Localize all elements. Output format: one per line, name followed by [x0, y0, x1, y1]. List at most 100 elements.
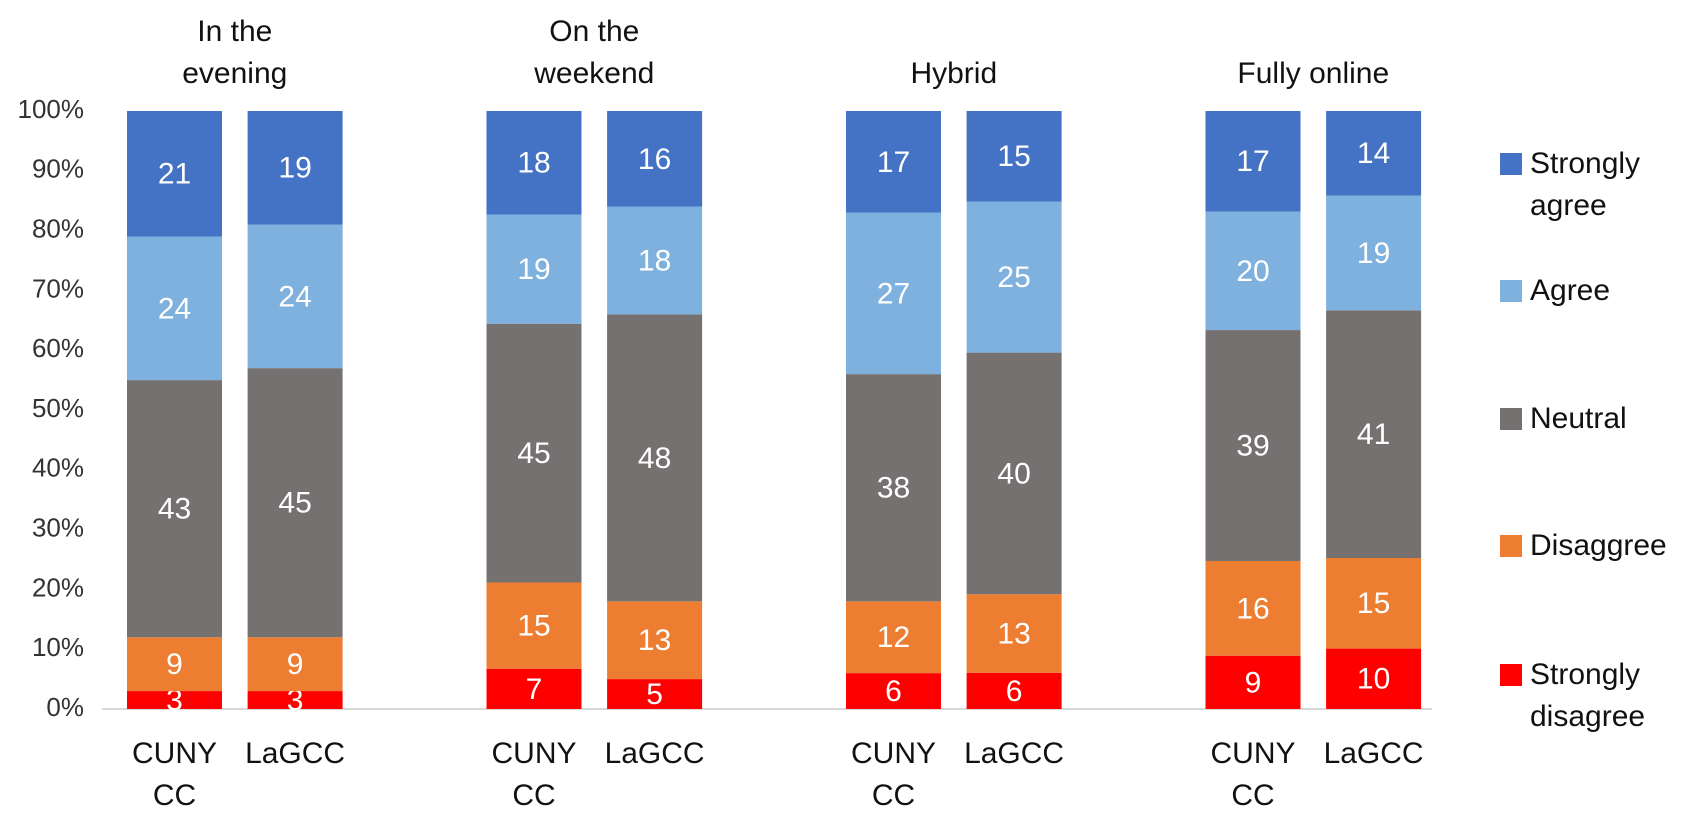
- x-tick-label: CUNY CC: [491, 737, 577, 812]
- data-label: 14: [1357, 137, 1390, 170]
- data-label: 19: [517, 253, 550, 286]
- bar-segment: [1326, 557, 1422, 649]
- legend-swatch: [1500, 153, 1522, 175]
- data-label: 19: [278, 152, 311, 185]
- bar-segment: [127, 637, 222, 692]
- bar-segment: [846, 601, 941, 674]
- bar-segment: [607, 601, 703, 680]
- legend-label: Strongly disagree: [1530, 658, 1646, 733]
- bar-segment: [966, 201, 1062, 353]
- bar-segment: [1326, 310, 1422, 558]
- bar-segment: [1326, 195, 1422, 311]
- group-label: In the evening: [182, 15, 288, 90]
- y-tick-label: 60%: [32, 333, 84, 363]
- bar-segment: [846, 111, 941, 213]
- y-tick-label: 0%: [46, 692, 84, 722]
- bar-segment: [247, 368, 343, 638]
- data-label: 40: [997, 457, 1030, 490]
- bar-segment: [486, 111, 582, 215]
- data-label: 13: [638, 624, 671, 657]
- data-label: 9: [287, 648, 304, 681]
- bar-segment: [1326, 111, 1422, 196]
- y-tick-label: 40%: [32, 453, 84, 483]
- bar-segment: [486, 323, 582, 583]
- x-tick-label: LaGCC: [1323, 737, 1424, 770]
- bar-segment: [607, 206, 703, 315]
- bar-segment: [966, 111, 1062, 202]
- bar-segment: [846, 212, 941, 375]
- data-label: 45: [517, 437, 550, 470]
- legend-swatch: [1500, 535, 1522, 557]
- data-label: 48: [638, 442, 671, 475]
- bar-segment: [607, 314, 703, 602]
- data-label: 5: [646, 678, 663, 711]
- x-tick-label: CUNY CC: [850, 737, 936, 812]
- bar-segment: [1205, 655, 1301, 709]
- data-label: 45: [278, 487, 311, 520]
- data-label: 18: [517, 147, 550, 180]
- y-tick-label: 100%: [18, 94, 85, 124]
- data-label: 25: [997, 261, 1030, 294]
- data-label: 17: [1236, 145, 1269, 178]
- bar-segment: [247, 691, 343, 709]
- bar-segment: [1205, 560, 1301, 656]
- data-label: 9: [166, 648, 183, 681]
- legend-label: Strongly agree: [1530, 147, 1641, 222]
- bar-segment: [1205, 330, 1301, 561]
- bar-segment: [127, 380, 222, 638]
- bar-segment: [247, 637, 343, 692]
- data-label: 15: [997, 140, 1030, 173]
- data-label: 38: [877, 472, 910, 505]
- data-label: 43: [158, 493, 191, 526]
- data-label: 16: [1236, 592, 1269, 625]
- bar-segment: [127, 111, 222, 237]
- data-label: 19: [1357, 237, 1390, 270]
- data-label: 27: [877, 277, 910, 310]
- data-label: 20: [1236, 255, 1269, 288]
- data-label: 41: [1357, 418, 1390, 451]
- group-label: Fully online: [1237, 57, 1390, 90]
- bar-segment: [1205, 211, 1301, 331]
- x-tick-label: LaGCC: [964, 737, 1065, 770]
- x-tick-label: CUNY CC: [1210, 737, 1296, 812]
- data-label: 21: [158, 158, 191, 191]
- data-label: 15: [1357, 587, 1390, 620]
- bar-segment: [127, 236, 222, 381]
- bar-segment: [1205, 111, 1301, 212]
- bar-segment: [607, 679, 703, 709]
- legend-swatch: [1500, 280, 1522, 302]
- bar-segment: [966, 672, 1062, 709]
- bar-segment: [607, 111, 703, 207]
- bar-segment: [127, 691, 222, 709]
- bar-segment: [846, 673, 941, 709]
- legend-label: Neutral: [1530, 402, 1627, 435]
- data-label: 3: [287, 684, 304, 717]
- y-tick-label: 90%: [32, 154, 84, 184]
- x-tick-label: LaGCC: [245, 737, 346, 770]
- data-label: 15: [517, 610, 550, 643]
- legend-swatch: [1500, 664, 1522, 686]
- y-tick-label: 10%: [32, 632, 84, 662]
- legend-label: Disaggree: [1530, 529, 1667, 562]
- y-tick-label: 20%: [32, 572, 84, 602]
- bar-segment: [486, 214, 582, 324]
- data-label: 18: [638, 244, 671, 277]
- data-label: 3: [166, 684, 183, 717]
- data-label: 6: [885, 675, 902, 708]
- data-label: 24: [278, 280, 311, 313]
- bar-segment: [486, 582, 582, 669]
- bar-segment: [846, 374, 941, 602]
- data-label: 10: [1357, 663, 1390, 696]
- data-label: 7: [526, 673, 543, 706]
- data-label: 16: [638, 143, 671, 176]
- data-label: 9: [1245, 666, 1262, 699]
- y-tick-label: 30%: [32, 512, 84, 542]
- data-label: 6: [1006, 675, 1023, 708]
- data-label: 24: [158, 292, 191, 325]
- y-tick-label: 70%: [32, 273, 84, 303]
- bar-segment: [247, 224, 343, 369]
- group-label: On the weekend: [534, 15, 655, 90]
- bar-segment: [247, 111, 343, 225]
